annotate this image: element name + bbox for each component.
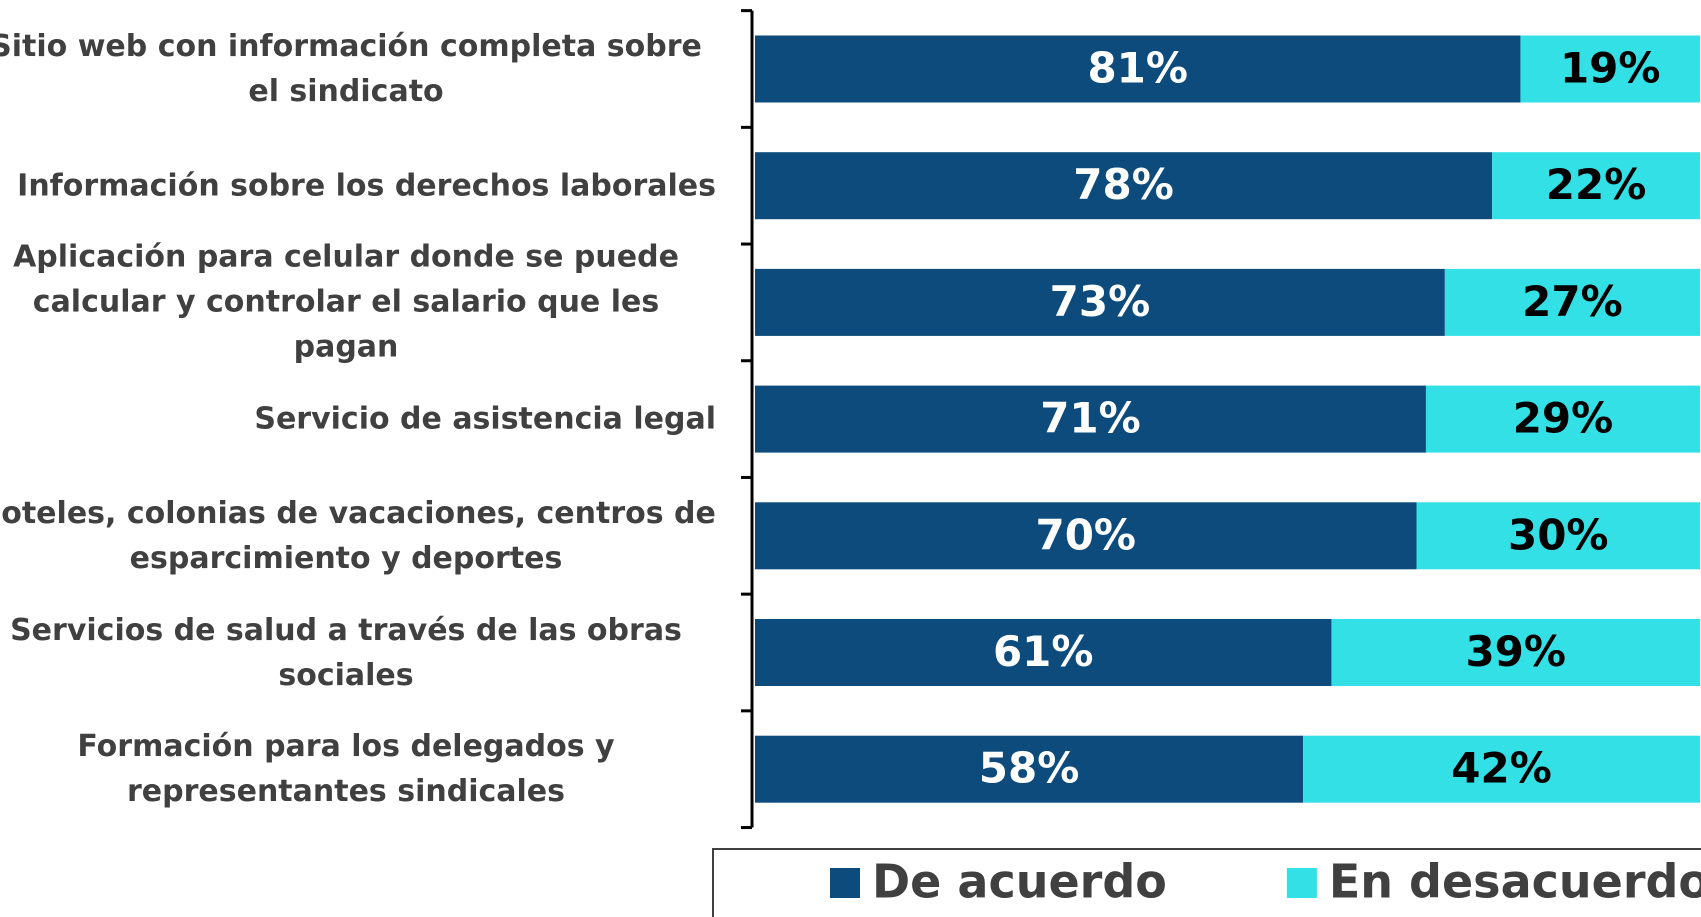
category-label: Servicio de asistencia legal <box>254 401 716 437</box>
category-label: Servicios de salud a través de las obras… <box>10 612 682 693</box>
data-label: 30% <box>1508 510 1609 559</box>
data-label: 71% <box>1040 394 1141 443</box>
category-label: Aplicación para celular donde se puede c… <box>13 239 679 365</box>
bar-segment <box>1425 385 1700 453</box>
bar-segment <box>755 152 1493 220</box>
data-label: 27% <box>1522 277 1623 326</box>
data-label: 70% <box>1035 510 1136 559</box>
bar-segment <box>1331 619 1700 686</box>
data-label: 78% <box>1073 160 1174 209</box>
legend-swatch <box>830 868 860 898</box>
data-label: 22% <box>1546 160 1647 209</box>
data-label: 58% <box>979 744 1080 793</box>
bar-segment <box>755 735 1304 803</box>
legend-label: En desacuerdo <box>1329 855 1701 909</box>
bar-segment <box>755 385 1426 453</box>
data-label: 81% <box>1087 44 1188 93</box>
data-label: 42% <box>1451 744 1552 793</box>
bar-segment <box>755 502 1417 570</box>
data-label: 61% <box>993 627 1094 676</box>
category-label: Información sobre los derechos laborales <box>17 168 716 204</box>
legend-swatch <box>1286 868 1317 898</box>
data-label: 73% <box>1050 277 1151 326</box>
data-label: 19% <box>1560 44 1661 93</box>
bar-segment <box>755 619 1332 686</box>
legend-box <box>712 848 1701 917</box>
category-label: Sitio web con información completa sobre… <box>0 29 702 109</box>
category-label: Formación para los delegados y represent… <box>77 729 615 810</box>
category-label: Hoteles, colonias de vacaciones, centros… <box>0 495 716 576</box>
bar-segment <box>755 35 1521 103</box>
bar-segment <box>1416 502 1700 570</box>
data-label: 29% <box>1513 394 1614 443</box>
bar-segment <box>755 268 1445 336</box>
bar-segment <box>1444 268 1700 336</box>
legend-label: De acuerdo <box>872 855 1167 909</box>
bar-segment <box>1520 35 1700 103</box>
bar-segment <box>1303 735 1700 803</box>
bar-segment <box>1492 152 1700 220</box>
data-label: 39% <box>1465 627 1566 676</box>
